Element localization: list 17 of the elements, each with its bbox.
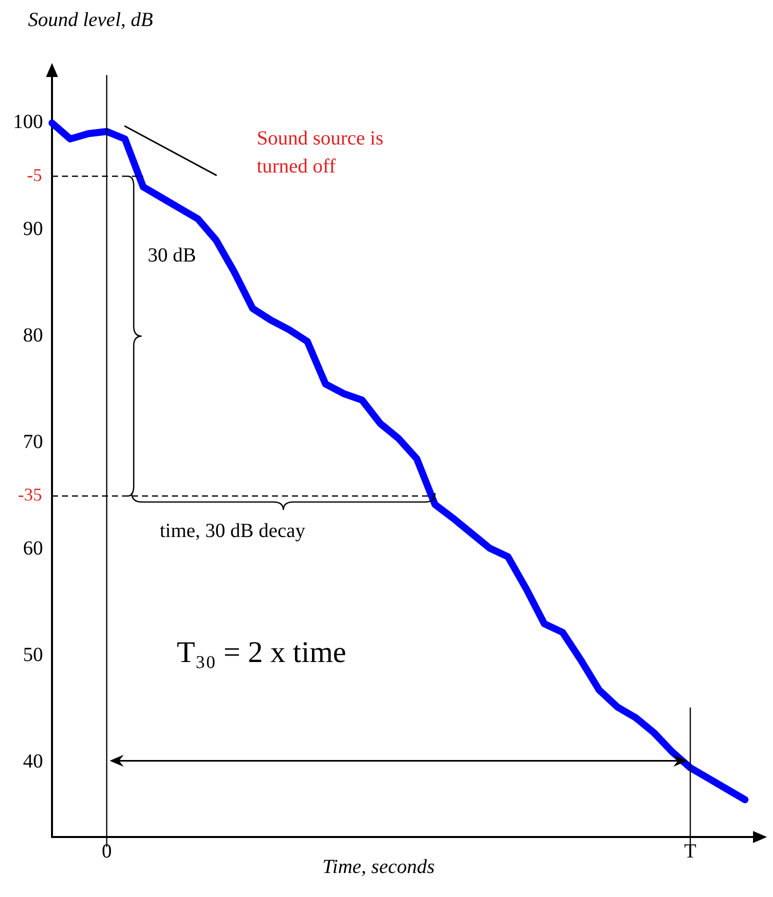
annotation: Sound source is turned off bbox=[256, 128, 384, 178]
text: -35 bbox=[18, 484, 42, 505]
annotation: 30 dB bbox=[148, 244, 196, 266]
y-tick-label: 60 bbox=[23, 538, 43, 560]
y-tick-label: 40 bbox=[23, 750, 43, 773]
y-tick-label: 90 bbox=[23, 218, 43, 240]
annotation: T₃₀ = 2 x time bbox=[176, 636, 346, 669]
y-tick-label: 100 bbox=[13, 111, 43, 134]
y-axis-title: Sound level, dB bbox=[28, 9, 153, 31]
x-tick-label: 0 bbox=[102, 840, 112, 862]
y-tick-label: 70 bbox=[23, 430, 43, 453]
y-tick-label: 80 bbox=[23, 324, 43, 346]
annotation: time, 30 dB decay bbox=[160, 520, 306, 542]
x-axis-title: Time, seconds bbox=[322, 856, 435, 878]
x-tick-label: T bbox=[684, 840, 696, 862]
y-tick-label: 50 bbox=[23, 644, 43, 666]
text: -5 bbox=[27, 164, 42, 185]
